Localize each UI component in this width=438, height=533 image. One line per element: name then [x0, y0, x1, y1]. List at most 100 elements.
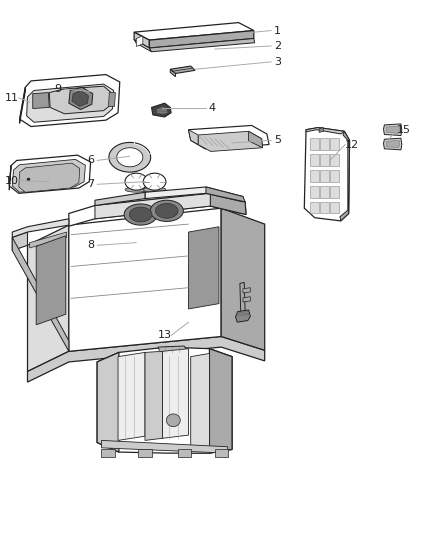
Polygon shape	[321, 154, 329, 166]
Polygon shape	[178, 449, 191, 457]
Polygon shape	[243, 297, 251, 302]
Polygon shape	[304, 127, 350, 221]
Text: 15: 15	[397, 125, 411, 135]
Polygon shape	[30, 232, 67, 248]
Polygon shape	[69, 208, 221, 351]
Polygon shape	[125, 173, 148, 190]
Polygon shape	[19, 163, 80, 192]
Polygon shape	[330, 170, 339, 182]
Polygon shape	[36, 236, 66, 325]
Polygon shape	[9, 166, 11, 190]
Polygon shape	[321, 138, 329, 150]
Polygon shape	[20, 87, 25, 123]
Polygon shape	[118, 352, 145, 440]
Polygon shape	[206, 187, 245, 202]
Polygon shape	[384, 124, 402, 135]
Polygon shape	[136, 36, 143, 46]
Polygon shape	[12, 232, 28, 251]
Text: 13: 13	[158, 330, 172, 341]
Polygon shape	[384, 138, 402, 150]
Text: 10: 10	[5, 175, 19, 185]
Polygon shape	[33, 93, 49, 109]
Polygon shape	[149, 38, 254, 52]
Text: 4: 4	[209, 103, 216, 114]
Polygon shape	[95, 192, 145, 206]
Polygon shape	[27, 84, 114, 122]
Polygon shape	[236, 310, 251, 322]
Polygon shape	[117, 148, 143, 167]
Polygon shape	[134, 32, 149, 48]
Polygon shape	[102, 440, 228, 453]
Polygon shape	[188, 227, 219, 309]
Polygon shape	[149, 30, 254, 48]
Polygon shape	[162, 349, 188, 438]
Polygon shape	[134, 39, 152, 52]
Polygon shape	[20, 75, 120, 126]
Polygon shape	[69, 87, 93, 110]
Polygon shape	[155, 204, 178, 218]
Polygon shape	[330, 154, 339, 166]
Polygon shape	[150, 200, 184, 221]
Text: 1: 1	[274, 26, 281, 36]
Polygon shape	[188, 130, 198, 144]
Polygon shape	[143, 173, 166, 190]
Polygon shape	[28, 225, 69, 372]
Polygon shape	[9, 155, 91, 193]
Polygon shape	[145, 351, 162, 440]
Polygon shape	[243, 288, 251, 293]
Polygon shape	[28, 336, 265, 382]
Polygon shape	[311, 170, 319, 182]
Text: 8: 8	[87, 240, 94, 251]
Polygon shape	[97, 352, 119, 452]
Polygon shape	[311, 202, 319, 214]
Polygon shape	[72, 91, 88, 107]
Polygon shape	[170, 66, 195, 74]
Polygon shape	[330, 202, 339, 214]
Polygon shape	[188, 125, 269, 149]
Polygon shape	[145, 187, 243, 202]
Text: 9: 9	[54, 84, 61, 94]
Polygon shape	[321, 202, 329, 214]
Polygon shape	[330, 186, 339, 198]
Polygon shape	[97, 347, 232, 453]
Polygon shape	[210, 193, 246, 215]
Polygon shape	[12, 159, 85, 192]
Polygon shape	[12, 237, 69, 351]
Polygon shape	[221, 208, 265, 350]
Polygon shape	[321, 170, 329, 182]
Polygon shape	[124, 204, 157, 225]
Text: 5: 5	[274, 135, 281, 146]
Text: 2: 2	[274, 41, 281, 51]
Polygon shape	[158, 346, 187, 352]
Polygon shape	[166, 414, 180, 426]
Polygon shape	[12, 219, 69, 237]
Polygon shape	[143, 187, 166, 192]
Polygon shape	[306, 127, 344, 134]
Polygon shape	[340, 131, 350, 221]
Polygon shape	[49, 86, 111, 114]
Polygon shape	[102, 449, 115, 457]
Polygon shape	[330, 138, 339, 150]
Polygon shape	[170, 69, 176, 77]
Text: 6: 6	[87, 156, 94, 165]
Polygon shape	[156, 106, 168, 115]
Polygon shape	[69, 193, 246, 226]
Polygon shape	[386, 126, 399, 133]
Polygon shape	[311, 154, 319, 166]
Polygon shape	[215, 449, 228, 457]
Polygon shape	[191, 353, 209, 453]
Polygon shape	[134, 22, 254, 40]
Polygon shape	[152, 103, 171, 117]
Polygon shape	[198, 131, 262, 151]
Polygon shape	[129, 207, 152, 222]
Polygon shape	[311, 138, 319, 150]
Text: 11: 11	[5, 93, 19, 103]
Polygon shape	[321, 186, 329, 198]
Polygon shape	[109, 93, 116, 107]
Polygon shape	[249, 131, 262, 148]
Polygon shape	[138, 449, 152, 457]
Text: 3: 3	[274, 57, 281, 67]
Polygon shape	[109, 142, 151, 172]
Polygon shape	[125, 187, 148, 192]
Polygon shape	[386, 140, 399, 148]
